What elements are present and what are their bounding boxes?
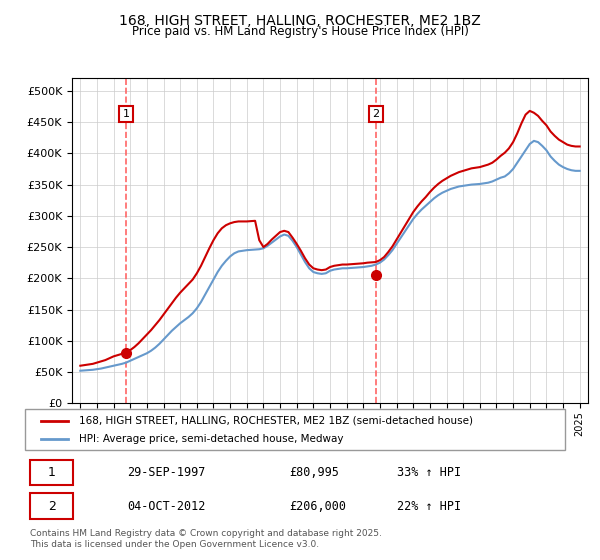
Text: Price paid vs. HM Land Registry's House Price Index (HPI): Price paid vs. HM Land Registry's House … (131, 25, 469, 38)
Text: 29-SEP-1997: 29-SEP-1997 (127, 466, 206, 479)
Text: £206,000: £206,000 (289, 500, 346, 512)
Text: £80,995: £80,995 (289, 466, 339, 479)
Text: Contains HM Land Registry data © Crown copyright and database right 2025.
This d: Contains HM Land Registry data © Crown c… (30, 529, 382, 549)
Text: 22% ↑ HPI: 22% ↑ HPI (397, 500, 461, 512)
Text: 168, HIGH STREET, HALLING, ROCHESTER, ME2 1BZ: 168, HIGH STREET, HALLING, ROCHESTER, ME… (119, 14, 481, 28)
Text: 1: 1 (47, 466, 56, 479)
Text: 168, HIGH STREET, HALLING, ROCHESTER, ME2 1BZ (semi-detached house): 168, HIGH STREET, HALLING, ROCHESTER, ME… (79, 416, 473, 426)
Text: 04-OCT-2012: 04-OCT-2012 (127, 500, 206, 512)
Text: 1: 1 (122, 109, 130, 119)
Text: 2: 2 (47, 500, 56, 512)
FancyBboxPatch shape (30, 460, 73, 485)
FancyBboxPatch shape (25, 409, 565, 450)
Text: 33% ↑ HPI: 33% ↑ HPI (397, 466, 461, 479)
FancyBboxPatch shape (30, 493, 73, 519)
Text: 2: 2 (372, 109, 379, 119)
Text: HPI: Average price, semi-detached house, Medway: HPI: Average price, semi-detached house,… (79, 434, 343, 444)
